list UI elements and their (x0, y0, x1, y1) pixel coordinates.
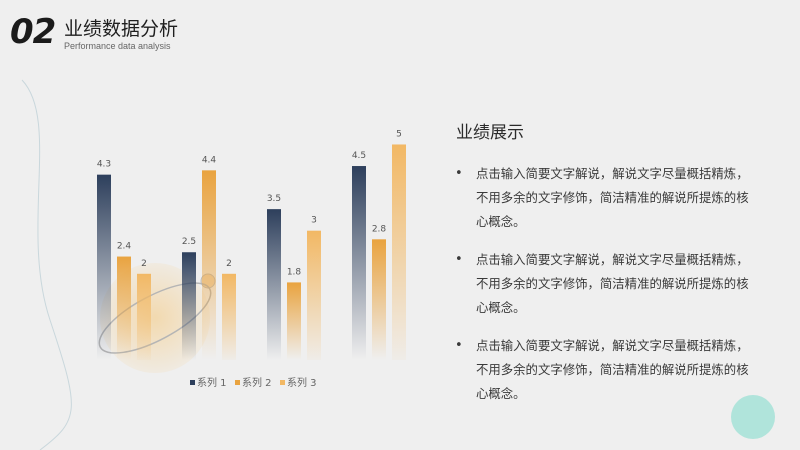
bar-series3-1 (137, 273, 151, 360)
bullet-text: 点击输入简要文字解说，解说文字尽量概括精炼，不用多余的文字修饰，简洁精准的解说所… (476, 338, 749, 401)
data-label: 4.4 (202, 155, 217, 165)
data-label: 2 (141, 259, 147, 269)
bar-series1-4 (352, 166, 366, 360)
bar-chart: 4.32.53.54.52.44.41.82.82 235 系列 1 系列 2 系列 … (97, 129, 406, 389)
bar-series3-4 (392, 144, 406, 360)
legend-label: 系列 1 (197, 376, 227, 389)
data-label: 5 (396, 129, 402, 139)
bullet-item: • 点击输入简要文字解说，解说文字尽量概括精炼，不用多余的文字修饰，简洁精准的解说… (452, 334, 752, 406)
data-label: 3 (311, 216, 317, 226)
page-title: 业绩数据分析 (64, 18, 179, 40)
data-label: 2.4 (117, 242, 132, 252)
bullet-item: • 点击输入简要文字解说，解说文字尽量概括精炼，不用多余的文字修饰，简洁精准的解说… (452, 248, 752, 320)
data-label: 2 (226, 259, 232, 269)
bar-series1-2 (182, 252, 196, 360)
bar-series3-2 (222, 273, 236, 360)
data-label: 2.8 (372, 224, 387, 234)
data-label: 4.3 (97, 160, 111, 170)
data-label: 1.8 (287, 267, 302, 277)
data-label: 3.5 (267, 194, 281, 204)
bullet-dot-icon: • (455, 166, 463, 181)
legend-swatch (280, 380, 285, 385)
bar-series1-3 (267, 209, 281, 360)
legend-swatch (235, 380, 240, 385)
legend-label: 系列 3 (287, 376, 317, 389)
bullet-text: 点击输入简要文字解说，解说文字尽量概括精炼，不用多余的文字修饰，简洁精准的解说所… (476, 166, 749, 229)
bar-series2-1 (117, 256, 131, 360)
decorative-circle (731, 395, 775, 439)
section-number: 02 (10, 12, 56, 52)
bar-series3-3 (307, 230, 321, 360)
page-subtitle: Performance data analysis (64, 41, 171, 51)
bullet-text: 点击输入简要文字解说，解说文字尽量概括精炼，不用多余的文字修饰，简洁精准的解说所… (476, 252, 749, 315)
legend-label: 系列 2 (242, 376, 272, 389)
data-label: 4.5 (352, 151, 366, 161)
bar-series2-3 (287, 282, 301, 360)
legend-swatch (190, 380, 195, 385)
bar-series2-2 (202, 170, 216, 360)
data-label: 2.5 (182, 237, 196, 247)
bullet-dot-icon: • (455, 338, 463, 353)
panel-title: 业绩展示 (456, 123, 524, 143)
bar-series1-1 (97, 174, 111, 360)
bullet-list: • 点击输入简要文字解说，解说文字尽量概括精炼，不用多余的文字修饰，简洁精准的解说… (452, 162, 752, 420)
bullet-dot-icon: • (455, 252, 463, 267)
bullet-item: • 点击输入简要文字解说，解说文字尽量概括精炼，不用多余的文字修饰，简洁精准的解说… (452, 162, 752, 234)
chart-legend: 系列 1 系列 2 系列 3 (190, 376, 317, 389)
bar-series2-4 (372, 239, 386, 360)
slide-header: 02 业绩数据分析 Performance data analysis (8, 6, 308, 56)
